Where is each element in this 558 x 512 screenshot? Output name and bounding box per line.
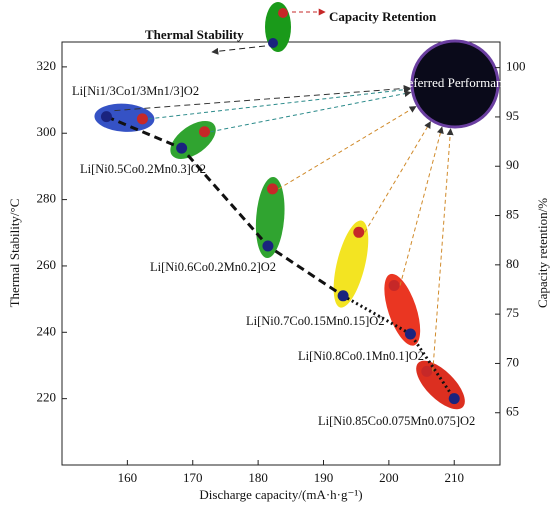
y-tick-label: 320 bbox=[37, 58, 57, 73]
legend-blue-dot bbox=[268, 38, 278, 48]
thermal-point bbox=[262, 240, 274, 252]
thermal-point bbox=[100, 111, 112, 123]
x-tick-label: 200 bbox=[379, 470, 399, 485]
x-tick-label: 190 bbox=[314, 470, 334, 485]
y-tick-label: 240 bbox=[37, 323, 57, 338]
material-label: Li[Ni0.8Co0.1Mn0.1]O2 bbox=[298, 349, 424, 363]
y2-tick-label: 65 bbox=[506, 404, 519, 419]
retention-point bbox=[388, 280, 400, 292]
retention-point bbox=[136, 113, 148, 125]
thermal-point bbox=[337, 290, 349, 302]
y2-axis-title: Capacity retention/% bbox=[535, 198, 550, 308]
x-tick-label: 180 bbox=[248, 470, 268, 485]
legend: Capacity Retention Thermal Stability bbox=[145, 2, 437, 55]
preferred-label: Preferred Performance bbox=[396, 75, 514, 90]
material-label: Li[Ni1/3Co1/3Mn1/3]O2 bbox=[72, 84, 199, 98]
material-ellipse bbox=[333, 220, 369, 308]
y2-tick-label: 75 bbox=[506, 305, 519, 320]
retention-point bbox=[267, 183, 279, 195]
y2-tick-label: 70 bbox=[506, 354, 519, 369]
legend-label: Capacity Retention bbox=[329, 9, 437, 24]
material-label: Li[Ni0.7Co0.15Mn0.15]O2 bbox=[246, 314, 385, 328]
retention-point bbox=[421, 365, 433, 377]
trend-line bbox=[105, 115, 344, 298]
thermal-point bbox=[448, 393, 460, 405]
legend-arrow bbox=[211, 45, 266, 55]
arrow bbox=[432, 128, 454, 372]
arrow bbox=[364, 121, 431, 233]
material-ellipse bbox=[170, 120, 216, 159]
thermal-point bbox=[404, 328, 416, 340]
thermal-point bbox=[176, 142, 188, 154]
y-tick-label: 300 bbox=[37, 124, 57, 139]
x-tick-label: 170 bbox=[183, 470, 203, 485]
material-label: Li[Ni0.85Co0.075Mn0.075]O2 bbox=[318, 414, 475, 428]
preferred-circle bbox=[410, 39, 500, 129]
y-tick-label: 280 bbox=[37, 191, 57, 206]
y2-tick-label: 90 bbox=[506, 157, 519, 172]
retention-point bbox=[353, 226, 365, 238]
y-tick-label: 220 bbox=[37, 390, 57, 405]
material-label: Li[Ni0.5Co0.2Mn0.3]O2 bbox=[80, 162, 206, 176]
material-label: Li[Ni0.6Co0.2Mn0.2]O2 bbox=[150, 260, 276, 274]
y2-tick-label: 85 bbox=[506, 207, 519, 222]
y2-tick-label: 95 bbox=[506, 108, 519, 123]
legend-label: Thermal Stability bbox=[145, 27, 244, 42]
legend-red-dot bbox=[278, 8, 288, 18]
trend-line bbox=[342, 294, 456, 400]
material-ellipse bbox=[255, 176, 285, 259]
x-tick-label: 210 bbox=[444, 470, 464, 485]
x-axis-title: Discharge capacity/(mA·h·g⁻¹) bbox=[199, 487, 362, 502]
y-axis-title: Thermal Stability/°C bbox=[7, 199, 22, 308]
retention-point bbox=[199, 126, 211, 138]
x-tick-label: 160 bbox=[118, 470, 138, 485]
y-tick-label: 260 bbox=[37, 257, 57, 272]
material-ellipse bbox=[384, 273, 421, 346]
arrow bbox=[399, 126, 444, 286]
y2-tick-label: 80 bbox=[506, 256, 519, 271]
material-ellipse bbox=[94, 103, 155, 132]
arrow bbox=[148, 86, 411, 120]
arrow bbox=[278, 105, 417, 190]
arrow bbox=[210, 90, 412, 133]
y2-tick-label: 100 bbox=[506, 59, 526, 74]
